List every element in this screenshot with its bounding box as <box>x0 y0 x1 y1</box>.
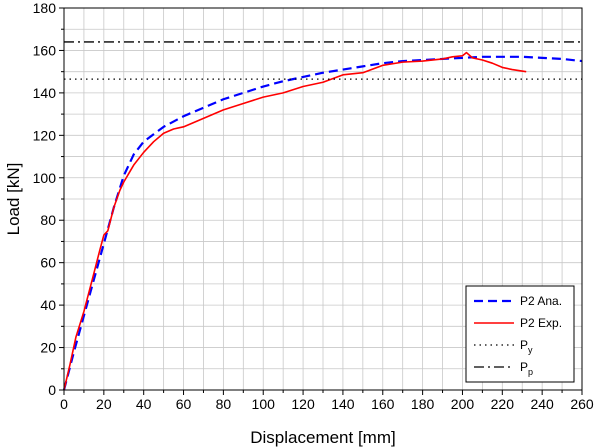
y-axis-title: Load [kN] <box>4 163 23 236</box>
x-tick-label: 160 <box>371 396 395 412</box>
y-tick-label: 40 <box>40 297 56 313</box>
x-axis-title: Displacement [mm] <box>250 428 395 447</box>
x-tick-label: 100 <box>252 396 276 412</box>
y-tick-label: 80 <box>40 212 56 228</box>
x-tick-label: 240 <box>530 396 554 412</box>
y-tick-label: 160 <box>33 42 57 58</box>
series-line-p2-exp <box>63 51 527 391</box>
x-tick-label: 220 <box>491 396 515 412</box>
x-tick-label: 80 <box>216 396 232 412</box>
axis-ticks: 0 20 40 60 80 100 120 140 160 180 200 220 240 260 0 20 4… <box>33 0 594 412</box>
y-tick-label: 100 <box>33 170 57 186</box>
x-tick-label: 140 <box>331 396 355 412</box>
x-tick-label: 180 <box>411 396 435 412</box>
y-tick-label: 140 <box>33 85 57 101</box>
x-tick-label: 0 <box>60 396 68 412</box>
x-tick-label: 40 <box>136 396 152 412</box>
x-tick-label: 200 <box>451 396 475 412</box>
x-tick-label: 20 <box>96 396 112 412</box>
grid-lines <box>63 7 583 391</box>
y-tick-label: 180 <box>33 0 57 16</box>
series-group <box>62 41 583 391</box>
y-tick-label: 20 <box>40 340 56 356</box>
y-tick-label: 0 <box>48 382 56 398</box>
legend-label-subscript: p <box>528 367 533 377</box>
legend-label-p2-exp: P2 Exp. <box>520 316 562 330</box>
legend-label-subscript: y <box>528 345 533 355</box>
x-tick-label: 120 <box>291 396 315 412</box>
legend-box <box>465 285 575 383</box>
x-tick-label: 260 <box>570 396 594 412</box>
y-tick-label: 60 <box>40 255 56 271</box>
legend-label-p2-ana: P2 Ana. <box>520 294 562 308</box>
y-tick-label: 120 <box>33 127 57 143</box>
x-tick-label: 60 <box>176 396 192 412</box>
